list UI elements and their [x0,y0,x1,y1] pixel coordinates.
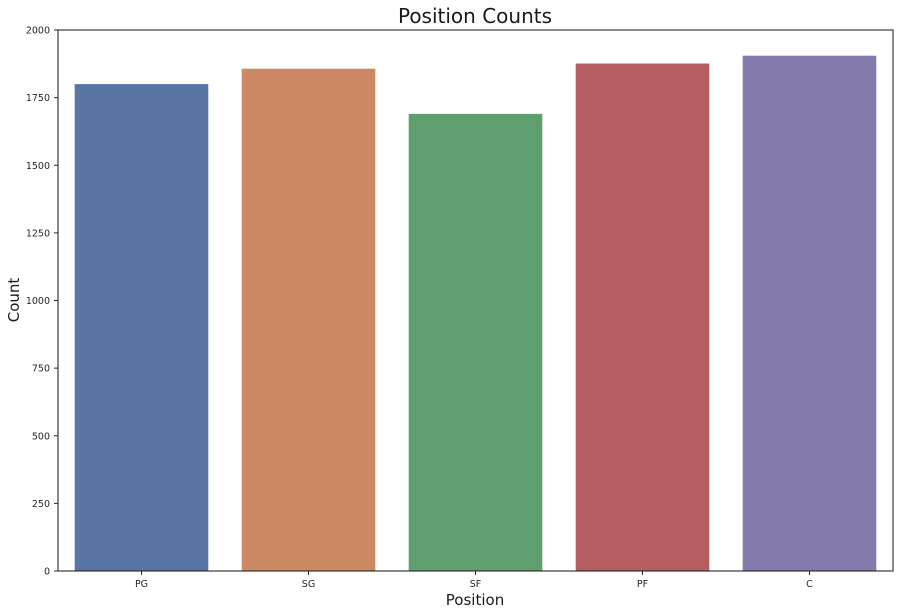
y-tick-label: 1000 [26,296,50,307]
y-axis-label: Count [5,278,23,323]
x-axis: PG SG SF PF C [135,571,813,590]
y-tick-label: 1500 [26,161,50,172]
x-tick-label: SG [302,579,315,590]
x-tick-label: C [806,579,813,590]
y-axis: 0 250 500 750 1000 1250 1500 1750 2000 [26,26,58,578]
chart-title: Position Counts [398,4,552,28]
x-tick-label: PG [135,579,148,590]
bar-c [742,55,877,571]
y-tick-label: 750 [32,364,50,375]
y-tick-label: 500 [32,431,50,442]
y-tick-label: 0 [44,567,50,578]
bars-group [74,55,877,572]
bar-sg [241,68,376,571]
y-tick-label: 1750 [26,93,50,104]
bar-sf [408,113,543,571]
bar-pf [575,63,710,572]
x-tick-label: SF [470,579,482,590]
x-tick-label: PF [637,579,648,590]
bar-pg [74,84,209,571]
x-axis-label: Position [446,591,504,609]
plot-frame [57,29,894,572]
y-tick-label: 1250 [26,228,50,239]
y-tick-label: 250 [32,499,50,510]
y-tick-label: 2000 [26,26,50,37]
